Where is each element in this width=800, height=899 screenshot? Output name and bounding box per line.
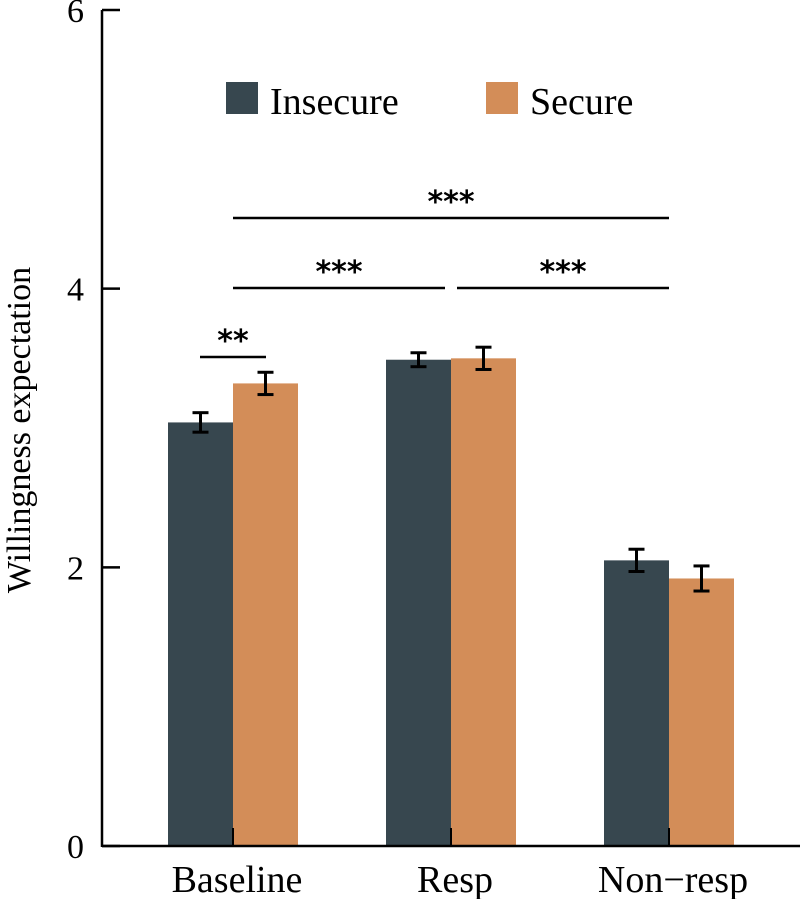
y-axis-label: Willingness expectation [1, 267, 38, 593]
y-tick-label-0: 0 [67, 829, 84, 866]
legend-swatch-insecure [226, 82, 258, 114]
legend-label-insecure: Insecure [270, 81, 399, 123]
y-axis-label-group: Willingness expectation [1, 267, 38, 593]
error-bars-group [192, 345, 710, 593]
x-tick-label-1: Resp [417, 859, 493, 899]
bar-insecure-1 [386, 359, 451, 846]
x-tick-label-2: Non−resp [598, 859, 748, 899]
bar-secure-2 [669, 578, 734, 846]
significance-label-1: *** [315, 255, 362, 290]
bar-insecure-0 [168, 422, 233, 846]
significance-label-3: *** [427, 185, 474, 220]
x-tick-label-0: Baseline [172, 859, 303, 899]
significance-group: ***** ****** [200, 185, 669, 359]
y-tick-label-6: 6 [67, 0, 84, 30]
significance-label-2: *** [539, 255, 586, 290]
legend-label-secure: Secure [530, 81, 633, 123]
y-tick-label-2: 2 [67, 550, 84, 587]
bar-insecure-2 [604, 560, 669, 846]
significance-label-0: ** [217, 324, 249, 359]
axes-group: 0 2 4 6 Baseline Resp Non−resp [67, 0, 800, 899]
legend: Insecure Secure [226, 81, 633, 123]
bar-secure-1 [451, 358, 516, 846]
legend-swatch-secure [486, 82, 518, 114]
bar-secure-0 [233, 383, 298, 846]
y-tick-label-4: 4 [67, 272, 84, 309]
bars-group [168, 358, 734, 846]
